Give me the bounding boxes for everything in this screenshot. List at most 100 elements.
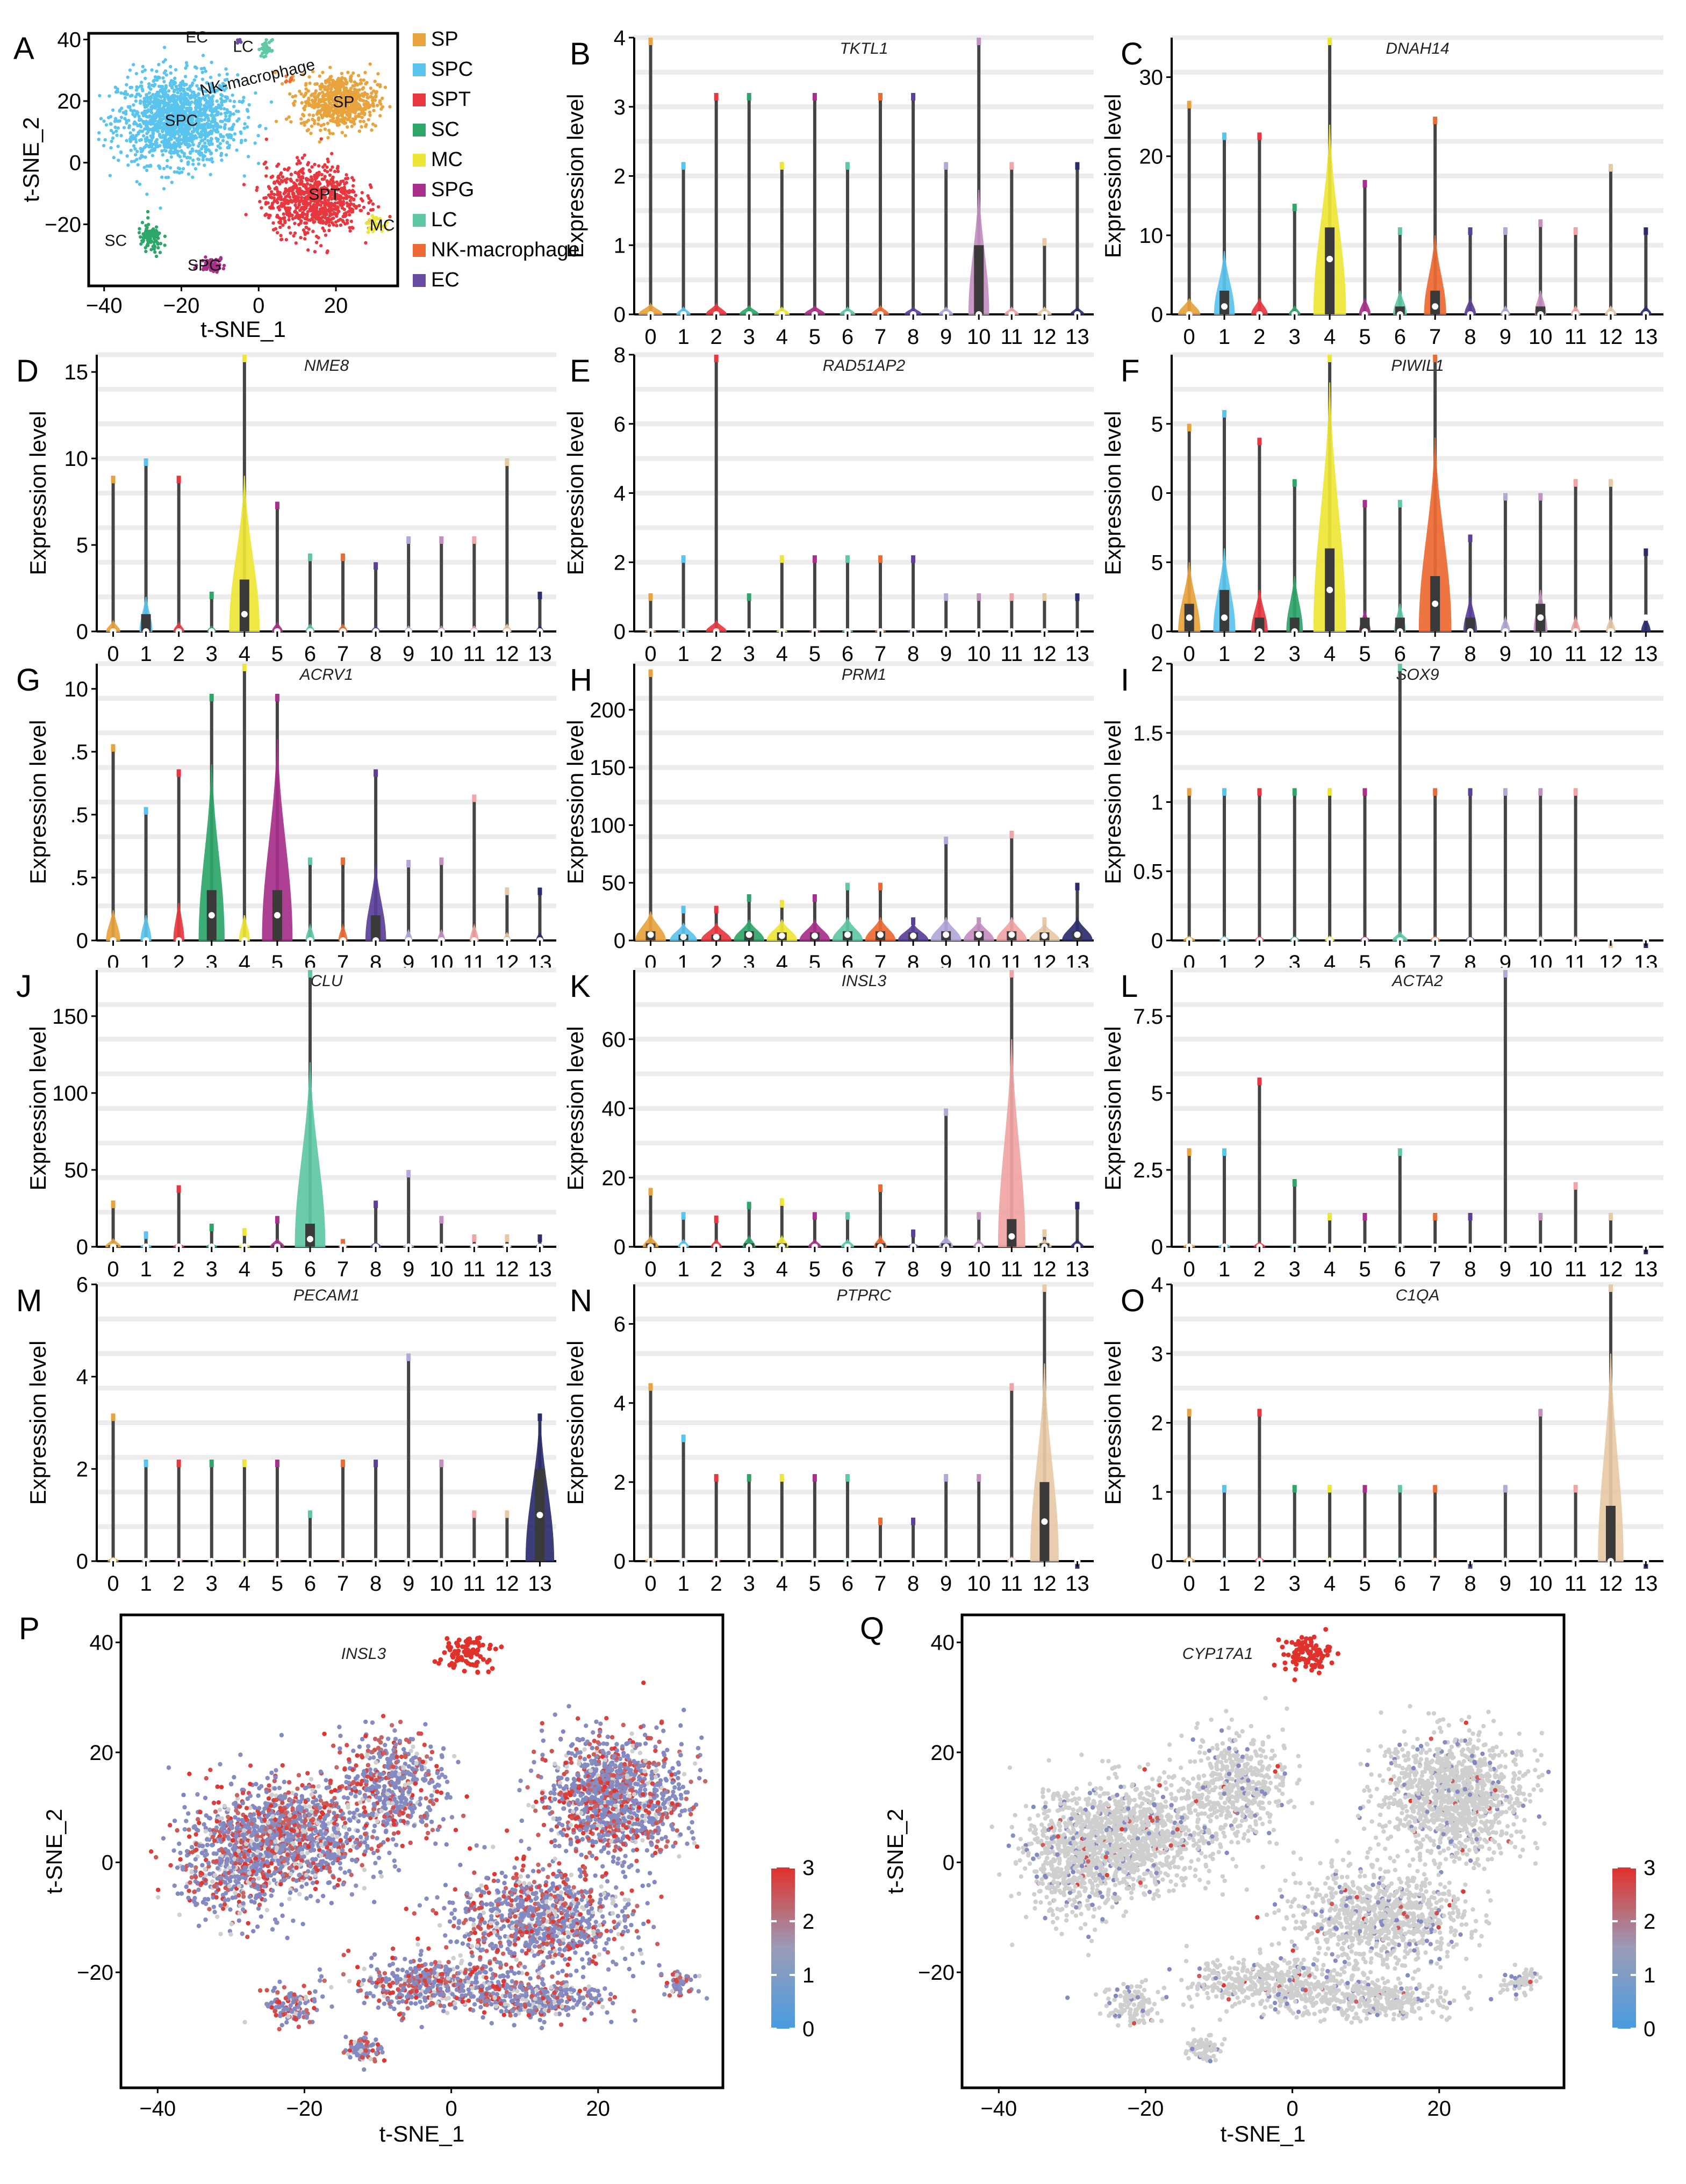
cell-point <box>328 218 332 222</box>
cell-point <box>326 160 330 163</box>
cell-point <box>277 162 281 166</box>
cell-point <box>348 229 352 233</box>
cell-point <box>161 106 165 110</box>
cell-point <box>350 120 354 124</box>
cell-point <box>323 127 327 131</box>
y-tick-label: 2 <box>1151 1412 1163 1435</box>
cell-point <box>383 85 388 89</box>
y-tick-label: 1.5 <box>1133 722 1163 745</box>
x-tick-label: 5 <box>271 1572 283 1596</box>
cell-point <box>368 103 372 107</box>
cell-point <box>295 162 299 166</box>
cell-point <box>116 126 120 130</box>
cell-point <box>141 148 145 152</box>
cell-point <box>119 91 123 95</box>
cell-point <box>99 117 103 120</box>
cell-point <box>163 142 167 146</box>
legend-swatch <box>413 244 426 257</box>
cell-point <box>236 79 240 83</box>
x-tick-label: 8 <box>1464 325 1476 349</box>
cell-point <box>303 123 306 127</box>
cell-point <box>288 92 292 96</box>
cell-point <box>326 136 330 140</box>
cell-point <box>136 124 140 128</box>
cell-point <box>302 95 306 98</box>
cell-point <box>128 85 132 90</box>
cell-point <box>141 64 145 69</box>
cell-point <box>335 167 339 170</box>
cell-point <box>364 123 368 127</box>
cell-point <box>220 120 225 124</box>
panel-letter: L <box>1121 969 1138 1004</box>
cell-point <box>157 134 162 138</box>
cell-point <box>320 173 324 177</box>
x-tick-label: 13 <box>1065 1258 1089 1281</box>
cell-point <box>277 205 281 209</box>
x-tick-label: 2 <box>711 1572 722 1596</box>
cell-point <box>211 99 214 103</box>
cell-point <box>350 176 354 179</box>
cell-point <box>268 205 272 210</box>
cell-point <box>239 141 243 145</box>
cell-point <box>128 68 132 72</box>
cell-point <box>202 66 206 70</box>
cell-point <box>283 220 287 225</box>
cell-point <box>177 129 181 133</box>
y-tick-label: 0 <box>69 152 81 175</box>
cell-point <box>328 131 332 135</box>
cell-point <box>190 140 194 144</box>
cell-point <box>283 200 287 204</box>
median-dot <box>1041 1518 1048 1525</box>
cell-point <box>156 112 160 117</box>
y-tick-label: 40 <box>602 1097 626 1121</box>
cell-point <box>336 76 341 81</box>
y-tick-label: 6 <box>76 1273 88 1297</box>
y-tick-label: 1 <box>1151 791 1163 815</box>
median-dot <box>1642 614 1649 621</box>
cell-point <box>144 155 147 159</box>
cell-point <box>143 68 147 72</box>
cell-point <box>309 175 313 179</box>
cell-point <box>169 145 173 148</box>
cell-point <box>346 70 350 74</box>
y-tick-label: 2 <box>1151 652 1163 676</box>
x-tick-label: 9 <box>940 1258 952 1281</box>
cell-point <box>325 109 328 113</box>
cell-point <box>357 129 362 133</box>
cell-point <box>286 206 290 210</box>
cell-point <box>163 69 168 73</box>
median-dot <box>745 931 752 938</box>
cell-point <box>157 76 161 80</box>
cell-point <box>170 86 174 90</box>
cell-point <box>199 117 203 121</box>
cell-point <box>140 87 144 91</box>
x-tick-label: 2 <box>1253 1258 1265 1281</box>
gene-title: ACTA2 <box>1391 972 1443 990</box>
x-tick-label: 6 <box>842 1572 853 1596</box>
cell-point <box>324 81 328 84</box>
cluster-label: MC <box>370 217 395 234</box>
cell-point <box>125 139 128 142</box>
cell-point <box>288 212 292 217</box>
cell-point <box>225 96 229 100</box>
cell-point <box>212 107 216 111</box>
cell-point <box>104 123 109 127</box>
cell-point <box>270 192 274 196</box>
cell-point <box>102 119 106 123</box>
cell-point <box>130 160 134 163</box>
x-tick-label: 11 <box>1001 1258 1023 1281</box>
cell-point <box>319 85 323 89</box>
cell-point <box>311 117 314 121</box>
cell-point <box>133 114 137 118</box>
cell-point <box>264 126 268 131</box>
box <box>1430 290 1440 314</box>
cell-point <box>321 165 325 169</box>
y-tick-label: 0 <box>76 1235 88 1259</box>
y-tick-label: 2.5 <box>1133 1159 1163 1182</box>
cell-point <box>202 124 206 128</box>
cell-point <box>300 156 304 160</box>
cell-point <box>310 212 314 217</box>
cell-point <box>103 138 107 142</box>
